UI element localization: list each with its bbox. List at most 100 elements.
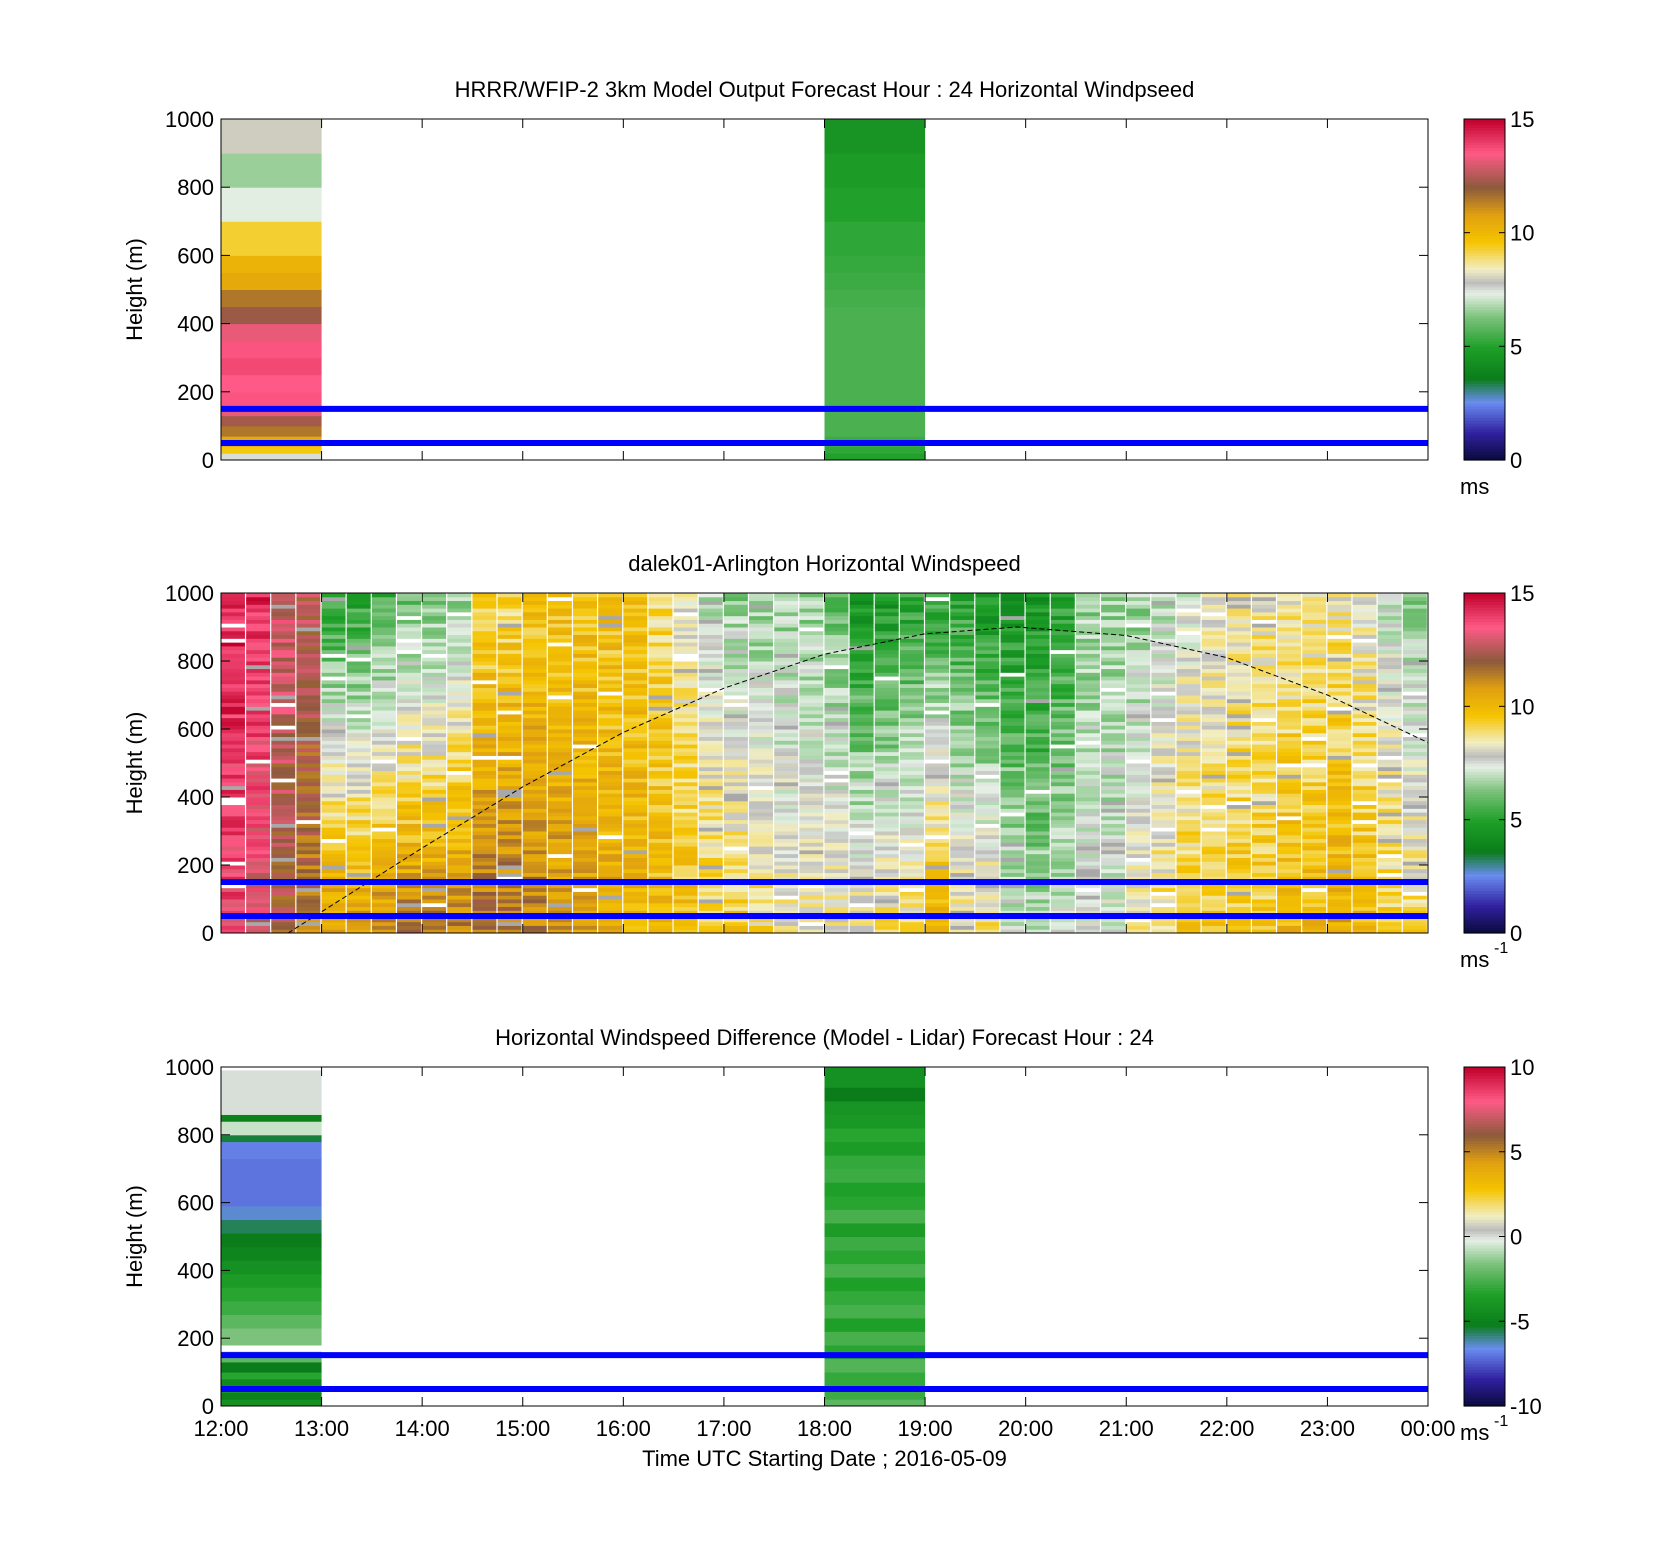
heatmap-cell [598, 611, 623, 617]
heatmap-cell [1377, 849, 1402, 855]
heatmap-cell [1000, 627, 1025, 632]
colorbar-tick-label: -5 [1510, 1309, 1530, 1334]
heatmap-cell [1327, 664, 1352, 670]
heatmap-cell [975, 687, 1000, 692]
heatmap-cell [1000, 857, 1025, 862]
heatmap-cell [346, 713, 371, 719]
heatmap-cell [1302, 797, 1327, 802]
y-tick-label: 400 [177, 1258, 214, 1283]
heatmap-cell [950, 661, 975, 666]
heatmap-cell [447, 785, 472, 790]
heatmap-cell [1201, 611, 1226, 617]
heatmap-cell [221, 638, 245, 643]
heatmap-cell [1000, 865, 1025, 870]
heatmap-cell [422, 868, 447, 874]
heatmap-cell [397, 793, 421, 798]
heatmap-cell [573, 630, 597, 636]
heatmap-cell [824, 608, 849, 613]
heatmap-cell [397, 661, 421, 666]
heatmap-cell [422, 623, 447, 628]
heatmap-cell [723, 838, 748, 843]
heatmap-cell [573, 721, 597, 726]
heatmap-cell [1327, 600, 1352, 605]
heatmap-cell [1025, 638, 1050, 643]
heatmap-cell [497, 619, 522, 624]
heatmap-cell [673, 729, 698, 734]
heatmap-cell [774, 770, 799, 775]
heatmap-cell [1126, 793, 1151, 798]
heatmap-cell [1075, 766, 1100, 772]
heatmap-cell [975, 763, 1000, 768]
heatmap-cell [472, 819, 497, 824]
heatmap-cell [1277, 910, 1302, 915]
heatmap-cell [874, 800, 899, 806]
heatmap-cell [573, 846, 597, 851]
heatmap-cell [925, 789, 950, 794]
heatmap-cell [648, 759, 673, 764]
heatmap-cell [1151, 766, 1176, 772]
heatmap-cell [598, 619, 623, 624]
colorbar-segment [1464, 1253, 1505, 1257]
colorbar-segment [1464, 343, 1505, 347]
colorbar-tick-label: 10 [1510, 221, 1534, 246]
heatmap-cell [221, 910, 245, 915]
heatmap-cell [246, 883, 271, 889]
heatmap-cell [1151, 815, 1176, 821]
heatmap-cell [1201, 887, 1226, 892]
heatmap-cell [321, 834, 346, 840]
heatmap-cell [1101, 642, 1126, 647]
heatmap-cell [824, 1168, 926, 1183]
heatmap-cell [874, 853, 899, 858]
heatmap-cell [1226, 638, 1251, 643]
heatmap-cell [648, 702, 673, 707]
heatmap-cell [1176, 755, 1201, 760]
heatmap-cell [1327, 717, 1352, 722]
x-tick-label: 14:00 [395, 1416, 450, 1441]
heatmap-cell [673, 887, 698, 892]
heatmap-cell [648, 653, 673, 658]
heatmap-cell [648, 611, 673, 617]
heatmap-cell [824, 759, 849, 764]
heatmap-cell [950, 736, 975, 741]
heatmap-cell [321, 770, 346, 775]
heatmap-cell [246, 899, 271, 904]
heatmap-cell [1251, 861, 1276, 866]
colorbar-segment [1464, 1199, 1505, 1204]
heatmap-cell [547, 649, 572, 654]
heatmap-cell [1327, 687, 1352, 692]
heatmap-cell [497, 929, 522, 934]
heatmap-cell [1176, 751, 1201, 756]
heatmap-cell [1377, 759, 1402, 764]
heatmap-cell [598, 623, 623, 628]
heatmap-cell [975, 781, 1000, 787]
heatmap-cell [1377, 883, 1402, 889]
colorbar-segment [1464, 380, 1505, 384]
heatmap-cell [547, 657, 572, 662]
heatmap-cell [874, 710, 899, 715]
heatmap-cell [1402, 891, 1427, 896]
heatmap-cell [648, 676, 673, 681]
heatmap-cell [1327, 895, 1352, 900]
panel-model-output: HRRR/WFIP-2 3km Model Output Forecast Ho… [122, 77, 1534, 499]
colorbar-segment [1464, 224, 1505, 228]
heatmap-cell [422, 906, 447, 911]
heatmap-cell [547, 887, 572, 892]
heatmap-cell [397, 740, 421, 745]
heatmap-cell [522, 657, 547, 662]
heatmap-cell [321, 744, 346, 749]
heatmap-cell [975, 683, 1000, 688]
heatmap-cell [1126, 819, 1151, 824]
heatmap-cell [221, 1372, 322, 1380]
heatmap-cell [1101, 808, 1126, 813]
heatmap-cell [271, 921, 296, 926]
heatmap-cell [950, 785, 975, 790]
heatmap-cell [1000, 642, 1025, 647]
heatmap-cell [774, 634, 799, 639]
heatmap-cell [648, 717, 673, 722]
heatmap-cell [648, 891, 673, 896]
heatmap-cell [1000, 698, 1025, 704]
heatmap-cell [824, 819, 849, 824]
heatmap-cell [774, 732, 799, 738]
y-tick-label: 1000 [165, 1055, 214, 1080]
heatmap-cell [723, 895, 748, 900]
